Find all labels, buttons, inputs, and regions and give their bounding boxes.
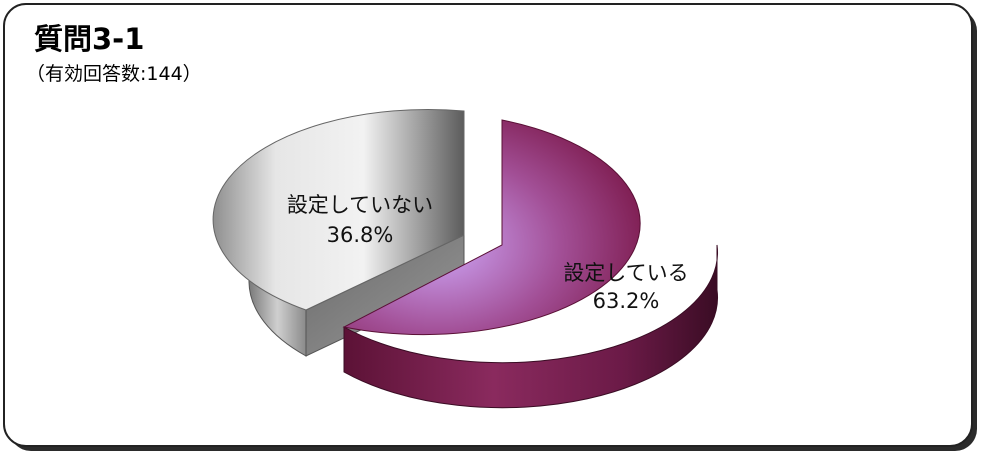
chart-subtitle: （有効回答数:144） — [26, 63, 202, 85]
frame-border — [3, 3, 973, 447]
slice-top-purple — [342, 119, 641, 336]
slice-label-purple: 設定している — [563, 261, 688, 285]
slice-top-gray — [212, 108, 465, 311]
slice-label-gray: 設定していない — [287, 193, 433, 217]
slice-side-purple — [343, 244, 719, 409]
slice-value-gray: 36.8% — [327, 223, 394, 247]
slice-value-purple: 63.2% — [593, 289, 660, 313]
chart-title: 質問3-1 — [34, 22, 145, 56]
